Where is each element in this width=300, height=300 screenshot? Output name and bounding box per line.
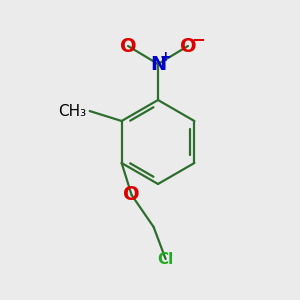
Text: −: − [191, 30, 205, 48]
Text: +: + [159, 50, 171, 64]
Text: N: N [150, 55, 166, 74]
Text: Cl: Cl [158, 251, 174, 266]
Text: O: O [180, 37, 196, 56]
Text: CH₃: CH₃ [58, 103, 87, 118]
Text: O: O [123, 185, 140, 205]
Text: O: O [120, 37, 136, 56]
